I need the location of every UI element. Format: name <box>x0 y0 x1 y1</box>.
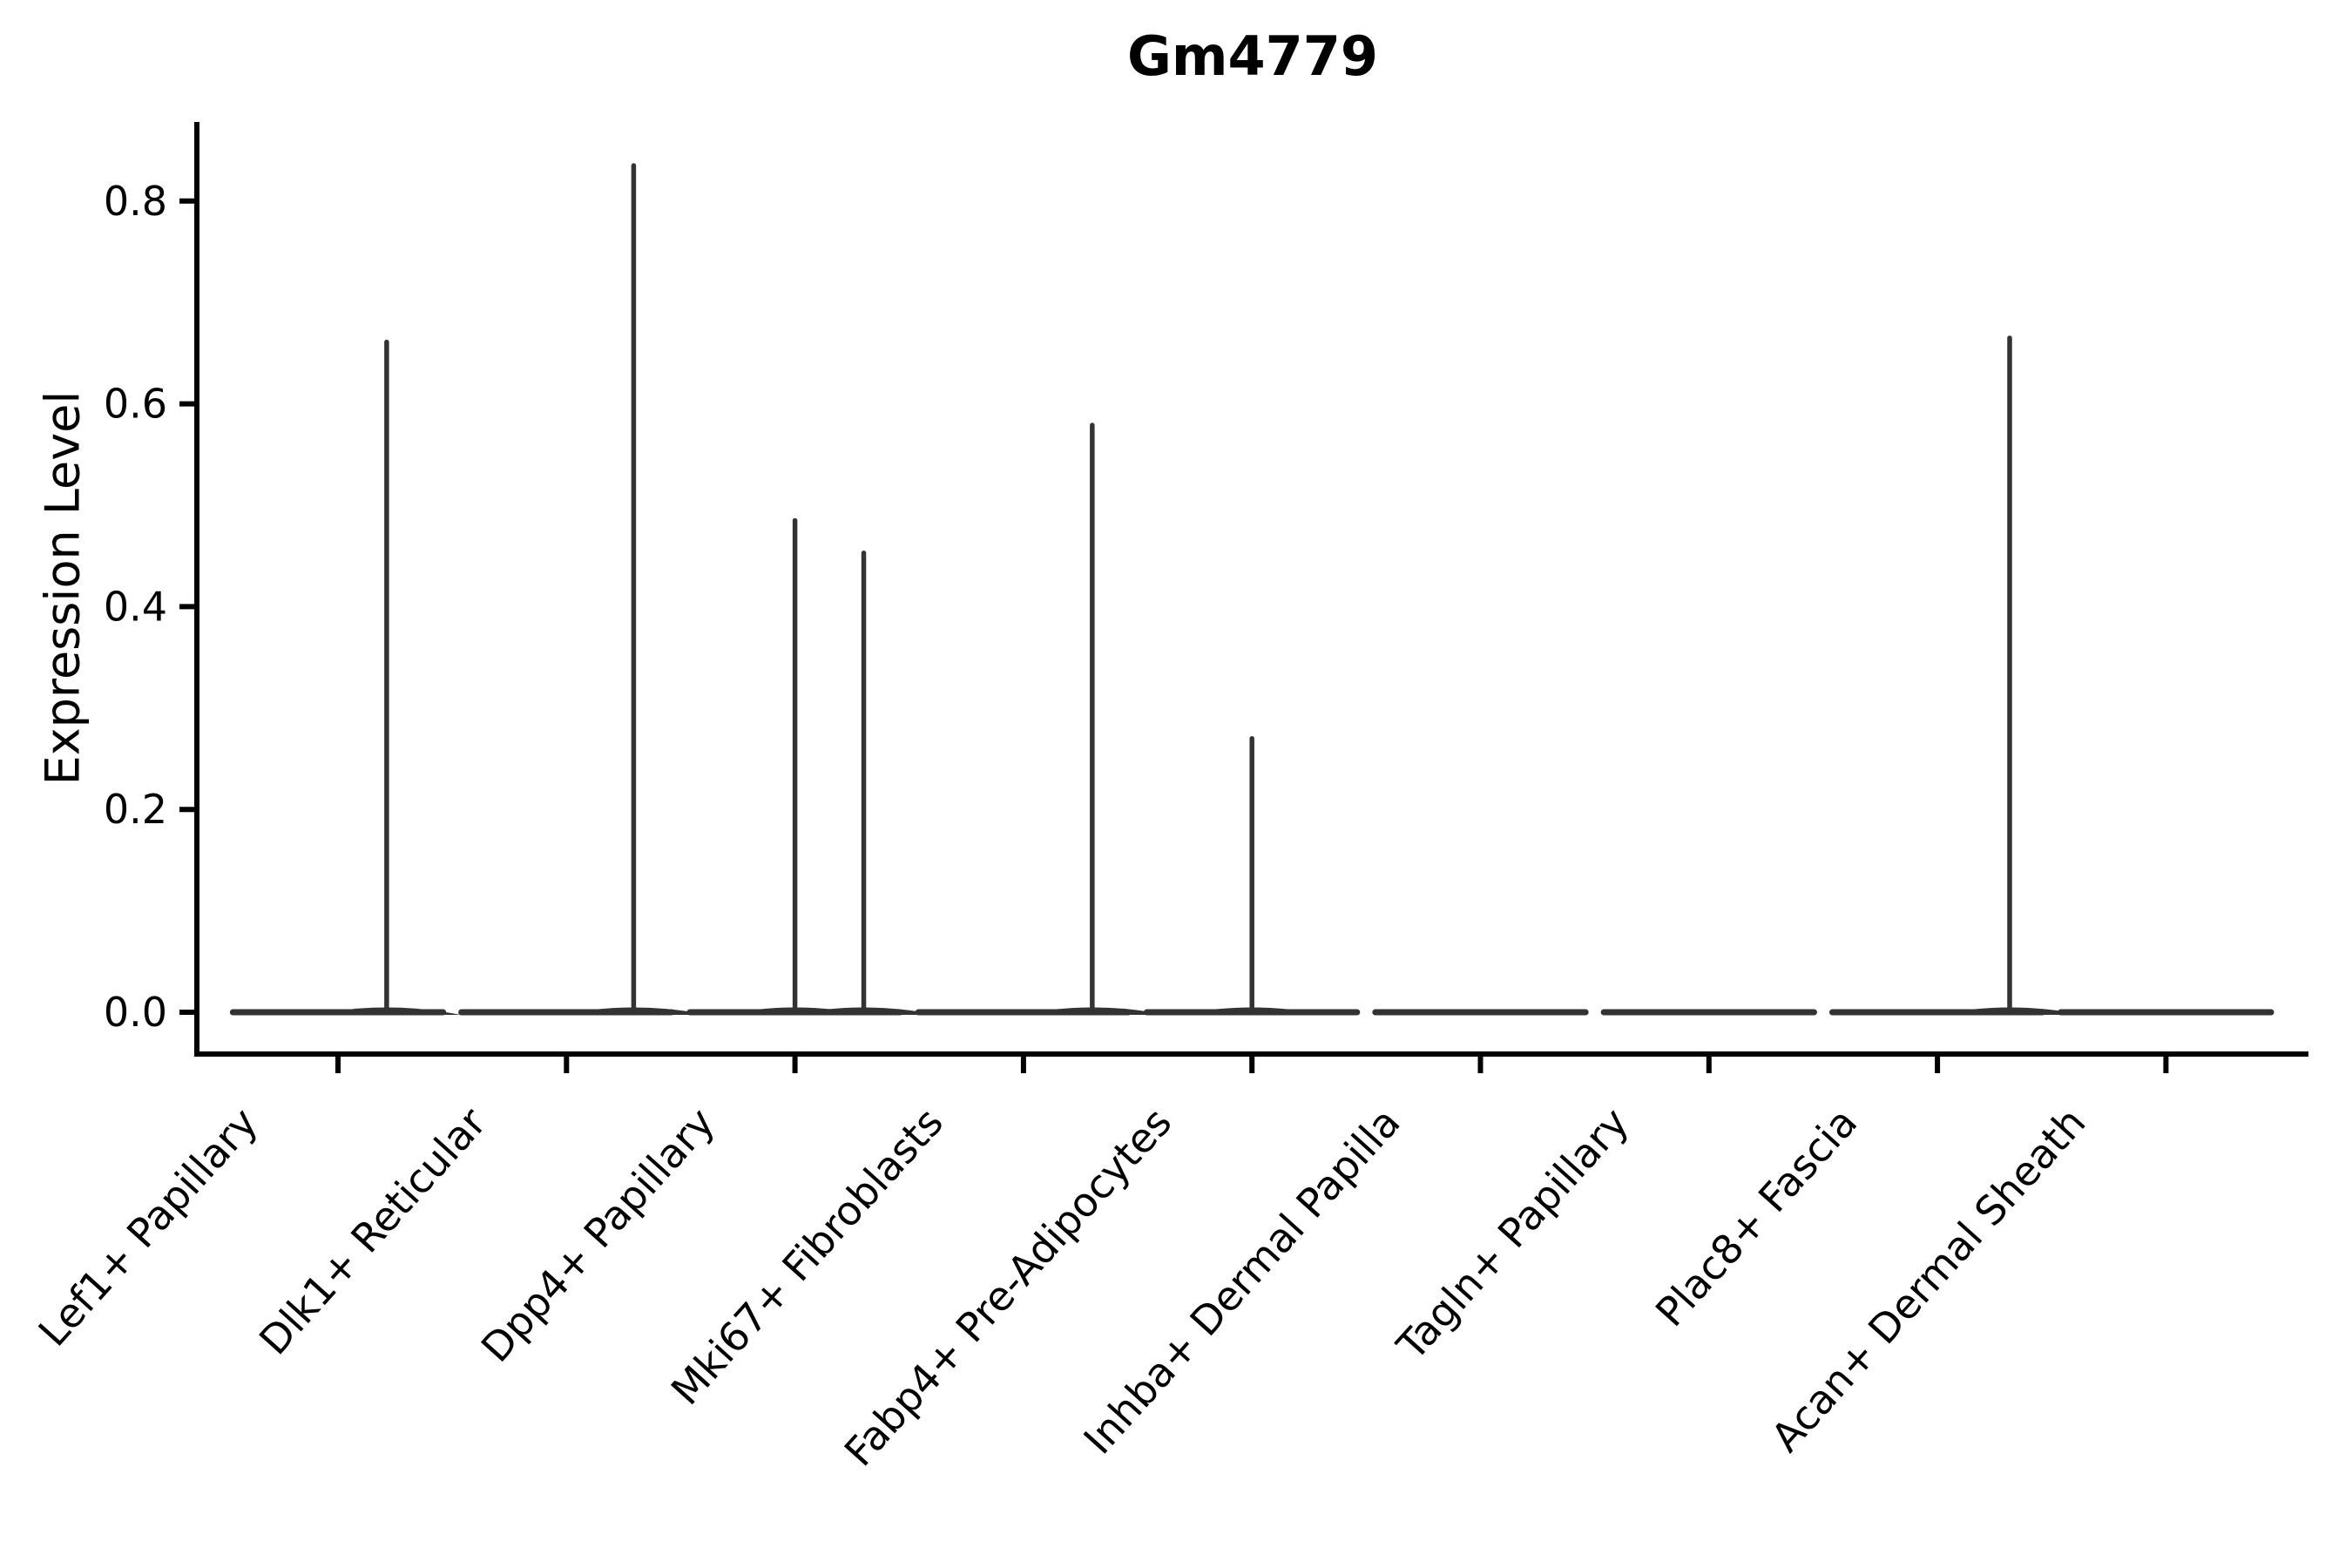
x-tick-label: Lef1+ Papillary <box>30 1098 267 1355</box>
x-tick-label: Tagln+ Papillary <box>1387 1098 1638 1369</box>
y-tick-label: 0.2 <box>104 786 167 833</box>
x-tick-label: Dlk1+ Reticular <box>250 1098 495 1363</box>
y-tick-label: 0.0 <box>104 989 167 1036</box>
x-tick-label: Dpp4+ Papillary <box>472 1098 724 1371</box>
y-tick-label: 0.6 <box>104 381 167 428</box>
x-tick-label: Plac8+ Fascia <box>1646 1098 1866 1335</box>
y-tick-label: 0.4 <box>104 583 167 630</box>
y-tick-label: 0.8 <box>104 178 167 225</box>
chart-title: Gm4779 <box>1126 24 1379 88</box>
